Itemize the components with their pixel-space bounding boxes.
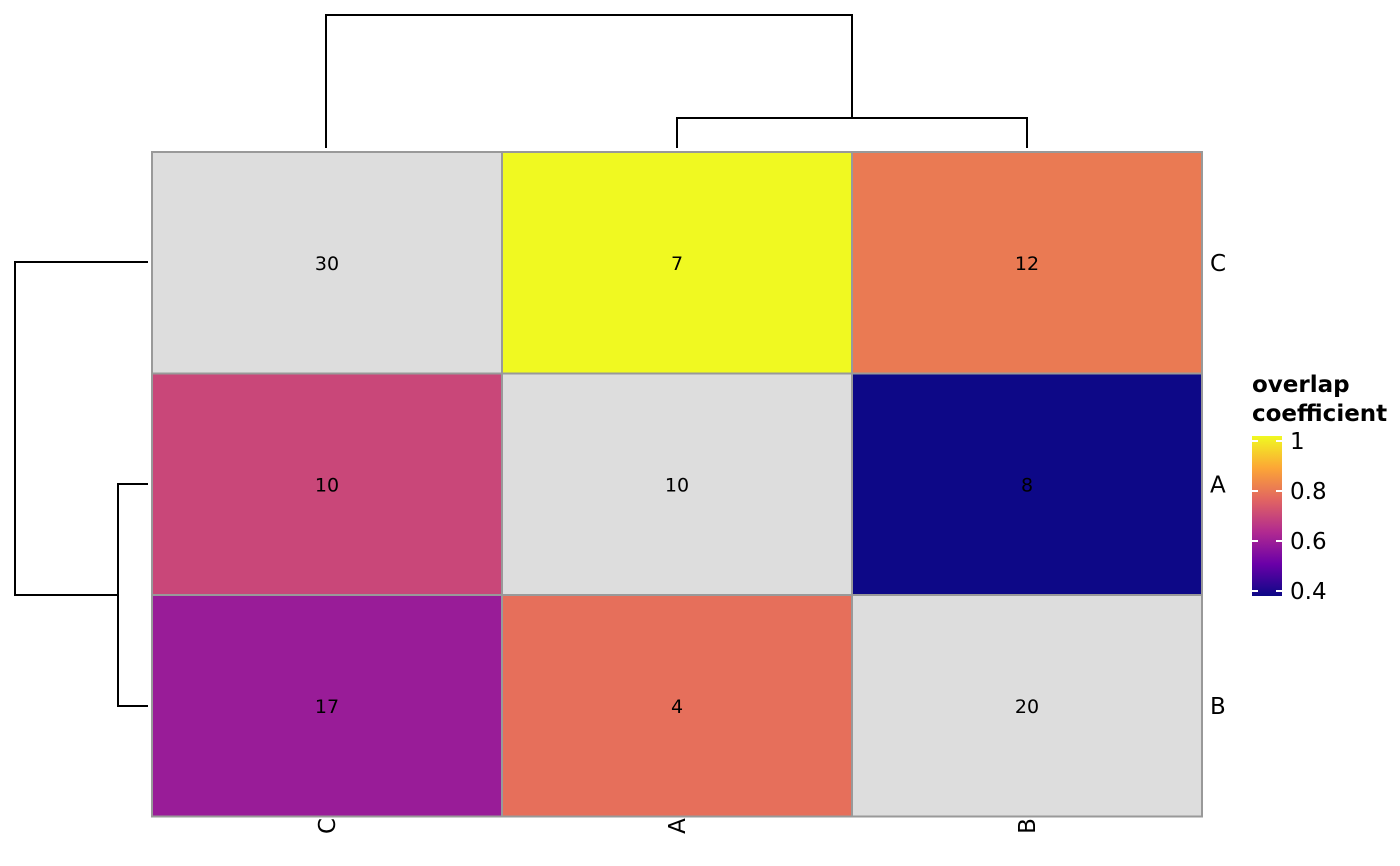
heatmap-cell-B-A (501, 594, 853, 818)
heatmap-cell-labels: 30 7 12 10 10 8 17 4 20 (315, 253, 1039, 718)
heatmap-cell-A-A (501, 372, 853, 596)
heatmap-cell-B-B (851, 594, 1203, 818)
cell-label-C-C: 30 (315, 253, 339, 275)
cell-label-A-A: 10 (665, 474, 689, 496)
row-dendrogram (14, 261, 148, 707)
column-label-B: B (1015, 818, 1041, 834)
legend-tick-label-0: 1 (1290, 429, 1305, 455)
row-label-C: C (1210, 251, 1226, 277)
cell-label-B-A: 4 (671, 696, 683, 718)
legend-tick-label-3: 0.4 (1290, 579, 1327, 605)
legend-tick-label-1: 0.8 (1290, 479, 1327, 505)
legend-title-line2: coefficient (1252, 401, 1387, 427)
column-label-C: C (315, 818, 341, 834)
heatmap-cell-C-A (501, 151, 853, 375)
heatmap-cells (151, 151, 1203, 818)
legend: overlap coefficient 1 0.8 0.6 0.4 (1252, 372, 1387, 605)
column-dendrogram-branch-ab (676, 117, 1028, 148)
column-label-A: A (665, 818, 691, 834)
heatmap-cell-A-B (851, 372, 1203, 596)
legend-ticks: 1 0.8 0.6 0.4 (1252, 429, 1327, 605)
cell-label-A-C: 10 (315, 474, 339, 496)
cell-label-B-C: 17 (315, 696, 339, 718)
legend-colorbar (1252, 436, 1282, 596)
heatmap-cell-C-B (851, 151, 1203, 375)
row-label-B: B (1210, 694, 1226, 720)
row-labels: C A B (1210, 251, 1226, 720)
heatmap-cell-C-C (151, 151, 503, 375)
row-label-A: A (1210, 472, 1226, 498)
cell-label-A-B: 8 (1021, 474, 1033, 496)
row-dendrogram-branch-ab (117, 483, 148, 707)
row-dendrogram-branch-root (14, 261, 148, 596)
cell-label-C-B: 12 (1015, 253, 1039, 275)
heatmap-cell-B-C (151, 594, 503, 818)
heatmap-cell-A-C (151, 372, 503, 596)
legend-tick-label-2: 0.6 (1290, 529, 1327, 555)
column-dendrogram-branch-root (325, 14, 853, 148)
column-dendrogram (325, 14, 1028, 148)
cell-label-B-B: 20 (1015, 696, 1039, 718)
legend-title-line1: overlap (1252, 372, 1350, 398)
cell-label-C-A: 7 (671, 253, 683, 275)
